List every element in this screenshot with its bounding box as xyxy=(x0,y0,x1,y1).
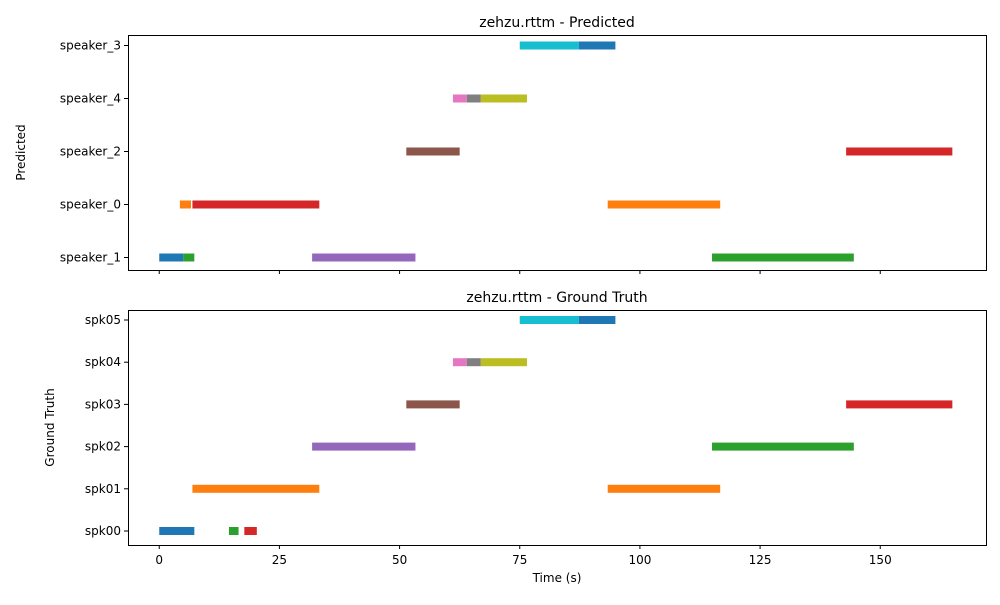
x-tick-label: 0 xyxy=(155,553,163,567)
y-tick-label: spk03 xyxy=(85,397,121,411)
segment-0-6 xyxy=(607,200,721,209)
segment-1-13 xyxy=(578,316,616,324)
segment-1-5 xyxy=(312,442,416,451)
y-tick-label: spk01 xyxy=(85,482,121,496)
segment-0-7 xyxy=(406,147,460,156)
segment-1-3 xyxy=(192,484,320,493)
segment-0-2 xyxy=(312,253,416,262)
segment-1-12 xyxy=(519,316,579,324)
y-tick-label: spk05 xyxy=(85,313,121,327)
segment-0-0 xyxy=(159,253,184,262)
plot-frame xyxy=(128,310,987,546)
x-tick-label: 50 xyxy=(392,553,407,567)
y-tick-label: spk00 xyxy=(85,524,121,538)
y-tick-label: speaker_3 xyxy=(60,39,121,53)
segment-0-12 xyxy=(519,41,579,50)
chart-title: zehzu.rttm - Ground Truth xyxy=(466,290,647,306)
x-tick-label: 25 xyxy=(272,553,287,567)
y-tick-label: spk04 xyxy=(85,355,121,369)
chart-title: zehzu.rttm - Predicted xyxy=(479,15,635,31)
y-tick-label: speaker_4 xyxy=(60,92,121,106)
segment-1-11 xyxy=(480,358,527,367)
segment-0-1 xyxy=(183,253,195,262)
plot-frame xyxy=(128,35,987,271)
y-tick-label: speaker_2 xyxy=(60,145,121,159)
x-tick-label: 125 xyxy=(749,553,772,567)
segment-1-1 xyxy=(228,527,239,535)
segment-1-0 xyxy=(159,527,195,535)
x-tick-label: 150 xyxy=(869,553,892,567)
panel-0: speaker_1 speaker_0 speaker_2 speaker_4 spea… xyxy=(14,15,987,274)
segment-0-11 xyxy=(480,94,527,103)
segment-0-5 xyxy=(192,200,320,209)
segment-1-7 xyxy=(406,400,460,409)
segment-1-10 xyxy=(466,358,481,367)
segment-0-9 xyxy=(452,94,467,103)
segment-1-2 xyxy=(244,527,257,535)
segment-1-6 xyxy=(712,442,854,451)
segment-0-8 xyxy=(846,147,953,156)
x-axis-label: Time (s) xyxy=(532,571,582,585)
segment-1-4 xyxy=(607,484,721,493)
y-axis-label: Ground Truth xyxy=(43,388,57,466)
x-tick-label: 75 xyxy=(512,553,527,567)
segment-1-8 xyxy=(846,400,953,409)
y-tick-label: spk02 xyxy=(85,440,121,454)
panel-1: spk00 spk01 spk02 spk03 spk04 spk05 0 25 50 75 100… xyxy=(43,290,987,585)
segment-0-10 xyxy=(466,94,481,103)
x-tick-label: 100 xyxy=(628,553,651,567)
segment-1-9 xyxy=(452,358,467,367)
segment-0-3 xyxy=(712,253,854,262)
segment-0-4 xyxy=(179,200,191,209)
y-tick-label: speaker_1 xyxy=(60,251,121,265)
y-axis-label: Predicted xyxy=(14,124,28,180)
y-tick-label: speaker_0 xyxy=(60,198,121,212)
segment-0-13 xyxy=(578,41,616,50)
